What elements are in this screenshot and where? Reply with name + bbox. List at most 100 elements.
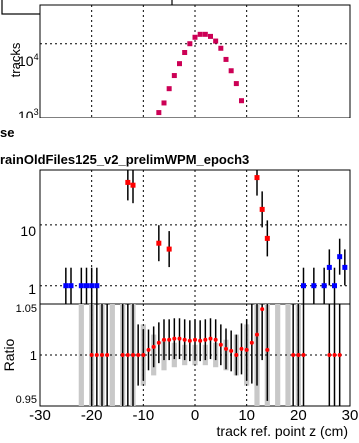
data-point xyxy=(141,353,146,357)
mid-ytick-1: 1 xyxy=(28,281,36,297)
data-point xyxy=(156,340,161,345)
data-point xyxy=(311,283,317,289)
x-tick-label: 0 xyxy=(191,407,199,424)
data-point xyxy=(213,38,219,44)
data-point xyxy=(239,98,244,104)
data-point xyxy=(166,246,172,252)
data-point xyxy=(84,283,89,289)
x-tick-label: 30 xyxy=(342,407,359,424)
data-point xyxy=(208,33,213,39)
data-point xyxy=(125,179,131,185)
data-point xyxy=(78,283,84,289)
middle-panel: 10 1 xyxy=(20,169,351,305)
data-point xyxy=(193,337,197,342)
data-point xyxy=(172,336,177,341)
data-point xyxy=(94,353,99,357)
top-panel: tracks 104 103 xyxy=(8,4,351,124)
data-point xyxy=(265,347,270,352)
data-point xyxy=(197,31,203,37)
data-point xyxy=(89,353,94,357)
data-point xyxy=(156,240,162,246)
data-point xyxy=(332,353,337,357)
data-point xyxy=(332,283,337,289)
data-point xyxy=(187,41,193,47)
uncertainty-band xyxy=(285,304,291,406)
ratio-panel: Ratio 1.05 1 0.95 -30 -20 -10 0 10 20 30 track… xyxy=(1,303,358,439)
header-line2: rainOldFiles125_v2_prelimWPM_epoch3 xyxy=(0,152,249,167)
data-point xyxy=(171,73,177,79)
data-point xyxy=(177,61,182,67)
x-tick-label: 20 xyxy=(290,407,307,424)
data-point xyxy=(233,81,239,87)
ratio-xlabel: track ref. point z (cm) xyxy=(217,423,348,439)
ratio-ytick-1.05: 1.05 xyxy=(16,303,37,315)
data-point xyxy=(254,175,260,181)
ratio-ylabel: Ratio xyxy=(1,338,17,371)
data-point xyxy=(198,338,203,343)
data-point xyxy=(224,346,228,351)
data-point xyxy=(187,338,192,343)
data-point xyxy=(182,50,188,56)
data-point xyxy=(89,283,95,289)
data-point xyxy=(213,337,218,342)
data-point xyxy=(228,68,234,74)
data-point xyxy=(161,100,167,106)
data-point xyxy=(166,86,172,92)
data-point xyxy=(259,206,265,212)
data-point xyxy=(234,353,239,357)
top-ylabel: tracks xyxy=(8,42,23,77)
x-tick-label: -10 xyxy=(132,407,154,424)
data-point xyxy=(249,340,254,345)
data-point xyxy=(326,264,332,270)
data-point xyxy=(146,347,151,352)
data-point xyxy=(136,353,141,357)
uncertainty-band xyxy=(109,304,115,406)
data-point xyxy=(301,283,306,289)
data-point xyxy=(301,353,306,357)
data-point xyxy=(337,254,343,260)
data-point xyxy=(218,45,224,51)
data-point xyxy=(244,347,249,352)
data-point xyxy=(202,31,208,37)
data-point xyxy=(218,342,223,347)
mid-ytick-10: 10 xyxy=(20,223,36,239)
data-point xyxy=(337,353,342,357)
header-line1: se xyxy=(0,125,14,140)
data-point xyxy=(94,283,100,289)
data-point xyxy=(208,336,213,341)
data-point xyxy=(130,182,136,188)
data-point xyxy=(105,353,110,357)
top-ytick-1e4: 104 xyxy=(18,52,39,69)
data-point xyxy=(342,264,348,270)
uncertainty-band xyxy=(275,304,281,406)
data-point xyxy=(321,283,327,289)
data-point xyxy=(229,348,234,353)
data-point xyxy=(68,283,74,289)
data-point xyxy=(203,337,208,342)
data-point xyxy=(167,337,172,342)
ratio-ytick-1: 1 xyxy=(30,348,37,363)
data-point xyxy=(100,353,104,357)
header-band xyxy=(0,118,359,170)
data-point xyxy=(125,353,130,357)
data-point xyxy=(264,235,270,241)
data-point xyxy=(223,56,229,62)
data-point xyxy=(239,346,244,351)
data-point xyxy=(177,336,182,341)
data-point xyxy=(63,283,69,289)
data-point xyxy=(255,332,259,337)
data-point xyxy=(291,353,296,357)
data-point xyxy=(151,344,156,349)
data-point xyxy=(156,110,162,116)
data-point xyxy=(327,353,332,357)
data-point xyxy=(296,353,301,357)
data-point xyxy=(120,353,125,357)
data-point xyxy=(162,337,166,342)
data-point xyxy=(260,307,265,312)
data-point xyxy=(131,353,135,357)
ratio-ytick-0.95: 0.95 xyxy=(16,394,37,406)
data-point xyxy=(182,337,187,342)
data-point xyxy=(192,34,198,40)
x-tick-label: 10 xyxy=(238,407,255,424)
